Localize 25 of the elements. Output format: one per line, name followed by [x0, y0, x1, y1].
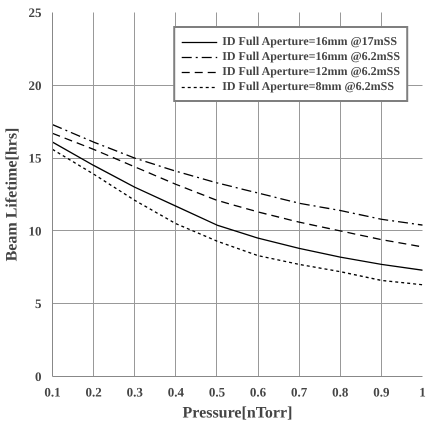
line-series: [52, 148, 422, 286]
y-tick-label: 25: [28, 5, 42, 20]
x-tick-label: 0.3: [126, 384, 144, 400]
legend-label: ID Full Aperture=16mm @17mSS: [222, 34, 397, 49]
x-tick-label: 1: [419, 384, 426, 400]
y-tick-label: 5: [35, 296, 42, 312]
legend-label: ID Full Aperture=8mm @6.2mSS: [222, 79, 394, 94]
line-series: [52, 141, 422, 271]
y-tick-label: 15: [28, 150, 42, 166]
x-tick-label: 0.5: [208, 384, 226, 400]
y-tick-label: 20: [28, 78, 42, 93]
x-tick-label: 0.7: [291, 384, 308, 400]
x-tick-label: 0.6: [250, 384, 267, 400]
x-tick-label: 0.8: [332, 384, 349, 400]
line-series: [52, 124, 422, 226]
y-tick-label: 0: [35, 369, 42, 384]
legend-label: ID Full Aperture=12mm @6.2mSS: [222, 64, 400, 79]
x-axis-title: Pressure[nTorr]: [182, 404, 292, 422]
y-tick-label: 10: [28, 223, 42, 238]
x-tick-label: 0.9: [373, 384, 390, 400]
x-tick-label: 0.1: [44, 384, 61, 400]
x-tick-label: 0.2: [85, 384, 102, 400]
legend-label: ID Full Aperture=16mm @6.2mSS: [222, 49, 400, 64]
x-tick-label: 0.4: [168, 384, 184, 400]
y-axis-title: Beam Lifetime[hrs]: [4, 128, 20, 262]
